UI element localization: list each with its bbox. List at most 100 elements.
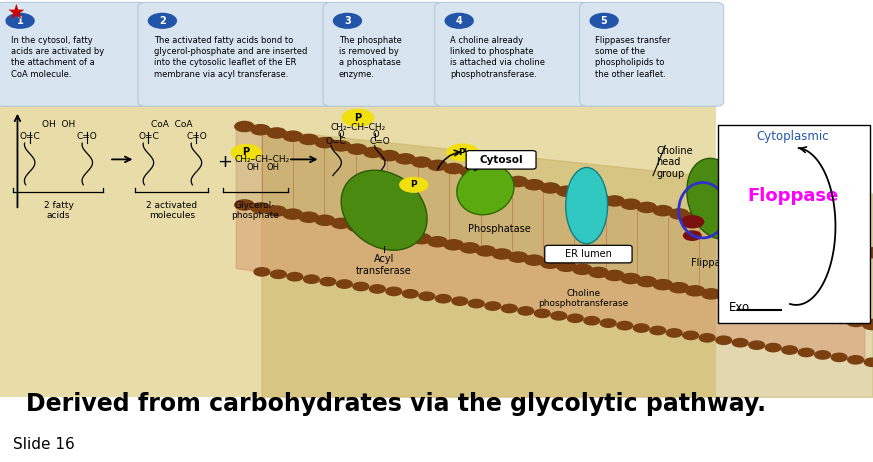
Text: O=C: O=C: [326, 137, 347, 146]
Circle shape: [650, 326, 665, 334]
Text: Pᴵ: Pᴵ: [458, 148, 467, 157]
Text: C=O: C=O: [77, 132, 98, 141]
Circle shape: [444, 240, 464, 250]
Circle shape: [299, 134, 319, 145]
Circle shape: [447, 144, 478, 161]
Circle shape: [518, 307, 533, 315]
Circle shape: [702, 289, 721, 299]
Circle shape: [412, 234, 431, 244]
Circle shape: [798, 235, 817, 245]
Circle shape: [782, 346, 798, 354]
Circle shape: [621, 274, 640, 284]
Circle shape: [254, 267, 270, 276]
Circle shape: [634, 324, 650, 332]
Text: ★: ★: [6, 3, 25, 23]
Circle shape: [681, 216, 704, 228]
Circle shape: [287, 273, 303, 281]
Circle shape: [460, 167, 479, 177]
Circle shape: [637, 277, 656, 287]
Text: Glycerol-
phosphate: Glycerol- phosphate: [231, 201, 278, 220]
Text: Choline
head
group: Choline head group: [656, 146, 693, 179]
Circle shape: [363, 225, 382, 235]
Text: The activated fatty acids bond to
glycerol-phosphate and are inserted
into the c: The activated fatty acids bond to glycer…: [154, 36, 307, 79]
Text: O: O: [372, 130, 379, 140]
Text: Floppase: Floppase: [747, 188, 838, 205]
Circle shape: [732, 339, 748, 347]
Circle shape: [469, 299, 485, 308]
Text: OH  OH: OH OH: [42, 121, 75, 129]
Circle shape: [557, 261, 576, 271]
Circle shape: [460, 243, 479, 253]
Text: Exo: Exo: [729, 301, 750, 314]
Ellipse shape: [687, 158, 745, 239]
Text: Flippase: Flippase: [691, 258, 732, 268]
Circle shape: [589, 193, 608, 203]
Circle shape: [400, 177, 428, 192]
Circle shape: [395, 154, 415, 164]
Circle shape: [847, 244, 866, 255]
Text: CoA  CoA: CoA CoA: [151, 121, 193, 129]
Circle shape: [315, 138, 334, 148]
Circle shape: [653, 280, 672, 290]
Circle shape: [815, 310, 834, 321]
Circle shape: [670, 283, 689, 293]
Text: 5: 5: [601, 16, 608, 26]
Circle shape: [235, 200, 254, 210]
FancyBboxPatch shape: [138, 2, 334, 106]
Circle shape: [766, 343, 781, 352]
Text: Derived from carbohydrates via the glycolytic pathway.: Derived from carbohydrates via the glyco…: [26, 392, 766, 416]
Text: CH₂–CH–CH₂: CH₂–CH–CH₂: [330, 122, 386, 132]
Circle shape: [637, 202, 656, 213]
Text: OH: OH: [267, 163, 279, 172]
Circle shape: [699, 334, 715, 342]
Ellipse shape: [457, 164, 514, 215]
Circle shape: [445, 13, 473, 28]
Circle shape: [815, 238, 834, 248]
Circle shape: [271, 270, 286, 279]
Text: O=C: O=C: [19, 132, 40, 141]
Circle shape: [540, 258, 560, 268]
Circle shape: [304, 275, 320, 283]
Text: Cytoplasmic: Cytoplasmic: [756, 130, 829, 143]
Text: P: P: [354, 113, 361, 123]
Circle shape: [766, 228, 785, 238]
Circle shape: [525, 180, 544, 190]
Circle shape: [332, 141, 351, 151]
Circle shape: [605, 270, 624, 280]
Circle shape: [477, 246, 496, 256]
Ellipse shape: [566, 167, 608, 244]
Polygon shape: [262, 129, 873, 397]
Circle shape: [419, 292, 435, 300]
Circle shape: [508, 252, 527, 262]
Circle shape: [734, 222, 753, 232]
Circle shape: [718, 292, 737, 302]
Circle shape: [830, 241, 849, 251]
Circle shape: [830, 313, 849, 323]
Text: 2 fatty
acids: 2 fatty acids: [44, 201, 73, 220]
Circle shape: [267, 206, 286, 216]
FancyBboxPatch shape: [0, 2, 148, 106]
Circle shape: [716, 336, 732, 345]
Circle shape: [567, 314, 583, 322]
FancyBboxPatch shape: [435, 2, 590, 106]
Circle shape: [864, 358, 873, 366]
Circle shape: [6, 13, 34, 28]
Circle shape: [718, 219, 737, 229]
Circle shape: [685, 286, 705, 296]
Circle shape: [782, 304, 801, 314]
Circle shape: [749, 341, 765, 349]
Circle shape: [584, 316, 600, 325]
Circle shape: [336, 280, 352, 288]
Circle shape: [148, 13, 176, 28]
Circle shape: [369, 285, 385, 293]
Circle shape: [386, 287, 402, 296]
Circle shape: [589, 267, 608, 278]
Circle shape: [782, 231, 801, 242]
Text: Choline
phosphotransferase: Choline phosphotransferase: [538, 289, 629, 308]
Circle shape: [333, 13, 361, 28]
Circle shape: [605, 196, 624, 206]
Circle shape: [653, 206, 672, 216]
Circle shape: [534, 309, 550, 317]
FancyBboxPatch shape: [580, 2, 724, 106]
Circle shape: [540, 183, 560, 193]
